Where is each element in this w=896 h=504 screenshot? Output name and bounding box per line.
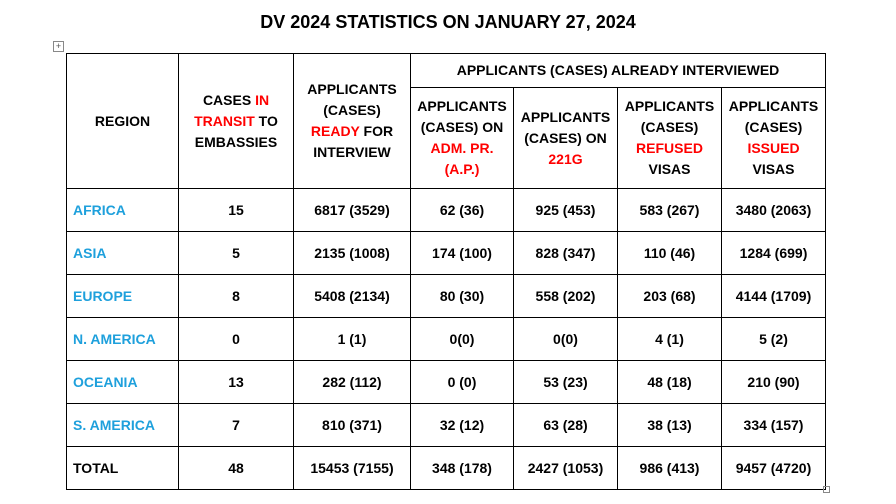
region-name: OCEANIA — [66, 360, 179, 404]
data-cell: 6817 (3529) — [293, 188, 411, 232]
column-header: REGION — [66, 53, 179, 189]
data-cell: 5 (2) — [721, 317, 826, 361]
highlighted-text: ADM. PR. (A.P.) — [430, 140, 494, 177]
data-cell: 80 (30) — [410, 274, 514, 318]
data-cell: 5 — [178, 231, 294, 275]
table-resize-handle[interactable] — [823, 486, 830, 493]
data-cell: 1284 (699) — [721, 231, 826, 275]
highlighted-text: REFUSED — [636, 140, 703, 156]
data-cell: 282 (112) — [293, 360, 411, 404]
data-cell: 15453 (7155) — [293, 446, 411, 490]
highlighted-text: ISSUED — [747, 140, 800, 156]
data-row: OCEANIA 13 282 (112) 0 (0) 53 (23) 48 (18) 210… — [66, 360, 826, 404]
column-header: CASES IN TRANSIT TO EMBASSIES — [178, 53, 294, 189]
data-cell: 4 (1) — [617, 317, 722, 361]
data-cell: 2427 (1053) — [513, 446, 618, 490]
data-cell: 4144 (1709) — [721, 274, 826, 318]
header-text: APPLICANTS (CASES) — [624, 98, 715, 135]
highlighted-text: 221G — [548, 150, 583, 167]
data-cell: 174 (100) — [410, 231, 514, 275]
data-row: TOTAL 48 15453 (7155) 348 (178) 2427 (1053) 9… — [66, 446, 826, 490]
data-cell: 828 (347) — [513, 231, 618, 275]
header-text: VISAS — [752, 161, 795, 177]
data-cell: 110 (46) — [617, 231, 722, 275]
highlighted-text: IN TRANSIT — [194, 91, 270, 129]
region-name: EUROPE — [66, 274, 179, 318]
highlighted-text: READY — [310, 123, 360, 139]
table-move-handle[interactable]: + — [53, 41, 64, 52]
column-header: APPLICANTS (CASES) READY FOR INTERVIEW — [293, 53, 411, 189]
data-cell: 5408 (2134) — [293, 274, 411, 318]
data-cell: 583 (267) — [617, 188, 722, 232]
data-cell: 9457 (4720) — [721, 446, 826, 490]
data-cell: 8 — [178, 274, 294, 318]
data-row: EUROPE 8 5408 (2134) 80 (30) 558 (202) 203 (6… — [66, 274, 826, 318]
data-cell: 63 (28) — [513, 403, 618, 447]
header-text: APPLICANTS (CASES) ON — [417, 98, 507, 135]
data-cell: 2135 (1008) — [293, 231, 411, 275]
data-cell: 0 (0) — [410, 360, 514, 404]
statistics-table: REGION CASES IN TRANSIT TO EMBASSIES APPLI… — [66, 53, 826, 490]
data-cell: 48 (18) — [617, 360, 722, 404]
data-cell: 925 (453) — [513, 188, 618, 232]
table-header: REGION CASES IN TRANSIT TO EMBASSIES APPLI… — [66, 53, 826, 189]
region-name: S. AMERICA — [66, 403, 179, 447]
data-row: ASIA 5 2135 (1008) 174 (100) 828 (347) 110 (4… — [66, 231, 826, 275]
column-header: APPLICANTS (CASES) ISSUED VISAS — [721, 87, 826, 189]
header-text: FOR INTERVIEW — [313, 123, 394, 160]
column-header: APPLICANTS (CASES) ON ADM. PR. (A.P.) — [410, 87, 514, 189]
data-cell: 62 (36) — [410, 188, 514, 232]
data-cell: 3480 (2063) — [721, 188, 826, 232]
data-cell: 810 (371) — [293, 403, 411, 447]
header-text: APPLICANTS (CASES) — [307, 81, 397, 118]
data-cell: 210 (90) — [721, 360, 826, 404]
data-cell: 334 (157) — [721, 403, 826, 447]
header-text: REGION — [94, 112, 151, 129]
data-cell: 0 — [178, 317, 294, 361]
data-cell: 0(0) — [513, 317, 618, 361]
header-text: VISAS — [648, 161, 691, 177]
data-cell: 32 (12) — [410, 403, 514, 447]
group-header: APPLICANTS (CASES) ALREADY INTERVIEWED — [410, 53, 826, 88]
region-name: ASIA — [66, 231, 179, 275]
data-row: N. AMERICA 0 1 (1) 0(0) 0(0) 4 (1) 5 (2) — [66, 317, 826, 361]
data-cell: 558 (202) — [513, 274, 618, 318]
data-row: S. AMERICA 7 810 (371) 32 (12) 63 (28) 38 (13… — [66, 403, 826, 447]
data-cell: 986 (413) — [617, 446, 722, 490]
table-body: AFRICA 15 6817 (3529) 62 (36) 925 (453) 583 (… — [66, 188, 826, 490]
header-text: TO EMBASSIES — [194, 112, 278, 150]
region-name: AFRICA — [66, 188, 179, 232]
data-cell: 0(0) — [410, 317, 514, 361]
data-row: AFRICA 15 6817 (3529) 62 (36) 925 (453) 583 (… — [66, 188, 826, 232]
region-name: TOTAL — [66, 446, 179, 490]
data-cell: 203 (68) — [617, 274, 722, 318]
data-cell: 1 (1) — [293, 317, 411, 361]
data-cell: 348 (178) — [410, 446, 514, 490]
column-header: APPLICANTS (CASES) REFUSED VISAS — [617, 87, 722, 189]
region-name: N. AMERICA — [66, 317, 179, 361]
data-cell: 7 — [178, 403, 294, 447]
page-title: DV 2024 STATISTICS ON JANUARY 27, 2024 — [260, 12, 636, 32]
header-row: APPLICANTS (CASES) ON ADM. PR. (A.P.) APP… — [67, 87, 826, 189]
data-cell: 38 (13) — [617, 403, 722, 447]
data-cell: 48 — [178, 446, 294, 490]
header-text: APPLICANTS (CASES) ON — [520, 108, 611, 146]
data-cell: 53 (23) — [513, 360, 618, 404]
column-header: APPLICANTS (CASES) ON 221G — [513, 87, 618, 189]
header-text: CASES — [202, 91, 252, 108]
header-row: REGION CASES IN TRANSIT TO EMBASSIES APPLI… — [66, 53, 826, 189]
data-cell: 15 — [178, 188, 294, 232]
header-text: APPLICANTS (CASES) — [728, 98, 819, 135]
data-cell: 13 — [178, 360, 294, 404]
